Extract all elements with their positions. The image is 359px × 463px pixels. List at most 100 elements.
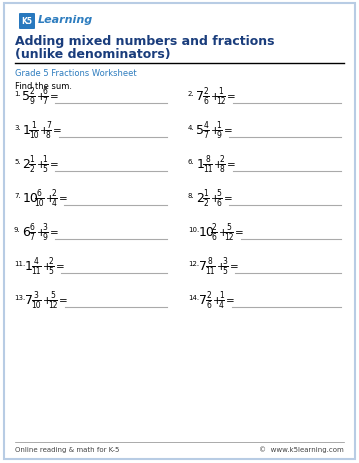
Text: 5.: 5.: [14, 159, 20, 165]
Text: 9.: 9.: [14, 226, 21, 232]
Text: 1: 1: [204, 189, 208, 198]
Text: 3.: 3.: [14, 125, 21, 131]
Text: 7: 7: [46, 121, 51, 130]
Text: 8: 8: [220, 165, 225, 174]
Text: 12: 12: [216, 97, 225, 106]
Text: 8: 8: [205, 155, 210, 164]
Text: 2: 2: [196, 192, 204, 205]
Text: Adding mixed numbers and fractions: Adding mixed numbers and fractions: [15, 35, 275, 48]
Text: +: +: [37, 160, 45, 169]
Text: 2.: 2.: [188, 91, 195, 97]
Text: 12: 12: [48, 301, 57, 310]
Text: =: =: [224, 194, 232, 204]
Text: +: +: [37, 92, 45, 102]
Text: 4: 4: [219, 301, 224, 310]
Text: 6: 6: [42, 88, 47, 96]
Text: +: +: [211, 194, 219, 204]
Text: +: +: [217, 262, 225, 271]
Text: 13.: 13.: [14, 294, 25, 300]
Text: K5: K5: [22, 18, 33, 26]
Text: 6: 6: [22, 226, 30, 239]
Text: 11: 11: [203, 165, 213, 174]
Text: 9: 9: [216, 131, 222, 140]
Text: +: +: [213, 295, 222, 305]
Text: 3: 3: [42, 223, 47, 232]
Text: +: +: [214, 160, 223, 169]
Text: 7: 7: [204, 131, 209, 140]
Text: +: +: [40, 126, 49, 136]
Text: 2: 2: [206, 291, 211, 300]
Text: =: =: [227, 160, 236, 169]
Text: 1: 1: [31, 121, 36, 130]
Text: ©  www.k5learning.com: © www.k5learning.com: [259, 446, 344, 452]
Text: 2: 2: [29, 165, 34, 174]
Text: 6.: 6.: [188, 159, 195, 165]
Text: 2: 2: [22, 158, 30, 171]
Text: 1: 1: [196, 158, 204, 171]
Text: 5: 5: [226, 223, 231, 232]
Text: 1: 1: [218, 88, 223, 96]
FancyBboxPatch shape: [19, 14, 35, 30]
Text: 4: 4: [204, 121, 209, 130]
Text: +: +: [46, 194, 54, 204]
Text: =: =: [50, 92, 59, 102]
Text: 7: 7: [199, 294, 207, 307]
FancyBboxPatch shape: [4, 4, 355, 459]
Text: 7: 7: [29, 233, 34, 242]
Text: 2: 2: [220, 155, 225, 164]
Text: 12: 12: [224, 233, 234, 242]
Text: 10: 10: [34, 199, 44, 208]
Text: 3: 3: [223, 257, 227, 266]
Text: 9: 9: [29, 97, 34, 106]
Text: 5: 5: [42, 165, 47, 174]
Text: =: =: [227, 92, 236, 102]
Text: 10: 10: [199, 226, 215, 239]
Text: =: =: [59, 194, 67, 204]
Text: 2: 2: [51, 189, 56, 198]
Text: 6: 6: [29, 223, 34, 232]
Text: 11: 11: [206, 267, 215, 276]
Text: 2: 2: [29, 88, 34, 96]
Text: 7: 7: [25, 294, 33, 307]
Text: 10.: 10.: [188, 226, 199, 232]
Text: 1: 1: [22, 124, 30, 137]
Text: 5: 5: [22, 90, 30, 103]
Text: 5: 5: [216, 189, 222, 198]
Text: 8: 8: [208, 257, 213, 266]
Text: 6: 6: [37, 189, 42, 198]
Text: 5: 5: [50, 291, 55, 300]
Text: +: +: [37, 227, 45, 238]
Text: 1: 1: [42, 155, 47, 164]
Text: =: =: [230, 262, 238, 271]
Text: Find the sum.: Find the sum.: [15, 82, 72, 91]
Text: =: =: [235, 227, 244, 238]
Text: Grade 5 Fractions Worksheet: Grade 5 Fractions Worksheet: [15, 69, 137, 78]
Text: +: +: [219, 227, 228, 238]
Text: 7: 7: [196, 90, 204, 103]
Text: 2: 2: [204, 88, 208, 96]
Text: =: =: [53, 126, 62, 136]
Text: =: =: [50, 160, 59, 169]
Text: 10: 10: [22, 192, 38, 205]
Text: 5: 5: [48, 267, 53, 276]
Text: 1: 1: [219, 291, 224, 300]
Text: (unlike denominators): (unlike denominators): [15, 48, 171, 61]
Text: 4.: 4.: [188, 125, 195, 131]
Text: 6: 6: [204, 97, 209, 106]
Text: 7.: 7.: [14, 193, 21, 199]
Text: =: =: [226, 295, 235, 305]
Text: 5: 5: [196, 124, 204, 137]
Text: 1: 1: [29, 155, 34, 164]
Text: 10: 10: [29, 131, 38, 140]
Text: 4: 4: [51, 199, 56, 208]
Text: 12.: 12.: [188, 260, 199, 266]
Text: =: =: [224, 126, 232, 136]
Text: 9: 9: [42, 233, 47, 242]
Text: 7: 7: [42, 97, 47, 106]
Text: 3: 3: [34, 291, 39, 300]
Text: 14.: 14.: [188, 294, 199, 300]
Text: 1.: 1.: [14, 91, 21, 97]
Text: 11.: 11.: [14, 260, 25, 266]
Text: 8.: 8.: [188, 193, 195, 199]
Text: 7: 7: [199, 260, 207, 273]
